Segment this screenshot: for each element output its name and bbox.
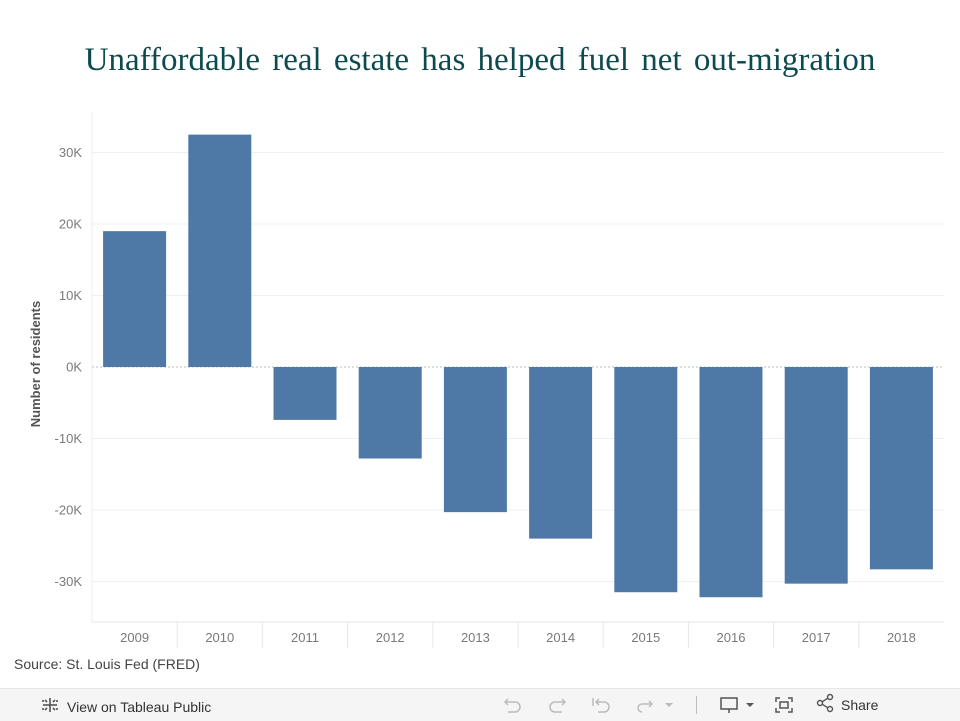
y-tick-label: -20K [55,503,83,518]
y-tick-label: 20K [59,217,82,232]
bar-2013[interactable] [443,367,507,513]
x-tick-label: 2013 [461,630,490,645]
source-note: Source: St. Louis Fed (FRED) [14,656,200,672]
download-icon[interactable] [717,694,757,716]
pause-dropdown-icon[interactable] [662,694,676,716]
bar-2016[interactable] [699,367,763,598]
refresh-icon[interactable] [632,694,658,716]
chart-title: Unaffordable real estate has helped fuel… [84,42,876,78]
y-tick-label: 0K [66,360,82,375]
toolbar-separator [696,695,697,714]
bar-2018[interactable] [869,367,933,570]
bar-2014[interactable] [529,367,593,539]
share-button[interactable]: Share [815,693,878,716]
y-tick-label: 30K [59,145,82,160]
x-tick-label: 2015 [631,630,660,645]
tableau-toolbar: View on Tableau Public Share [0,688,960,721]
fullscreen-icon[interactable] [771,694,797,716]
revert-icon[interactable] [588,694,614,716]
bar-2012[interactable] [358,367,422,459]
y-axis-label: Number of residents [28,301,43,427]
x-tick-label: 2018 [887,630,916,645]
x-tick-label: 2012 [376,630,405,645]
undo-icon[interactable] [500,694,526,716]
share-icon [815,693,835,716]
bar-2011[interactable] [273,367,337,420]
bar-2010[interactable] [188,134,252,367]
bar-chart: 2009 2010 2011 2012 2013 2014 2015 2016 2017 2018… [28,112,944,648]
x-tick-label: 2017 [802,630,831,645]
bar-2015[interactable] [614,367,678,593]
share-label: Share [841,696,879,713]
bars [103,134,933,598]
view-on-tableau-label: View on Tableau Public [67,698,212,715]
view-on-tableau-button[interactable]: View on Tableau Public [40,695,211,718]
y-tick-labels: 30K 20K 10K 0K -10K -20K -30K [55,145,83,589]
y-tick-label: -10K [55,431,83,446]
bar-2017[interactable] [784,367,848,584]
x-tick-label: 2011 [291,630,319,645]
y-tick-label: -30K [55,574,83,589]
y-tick-label: 10K [59,288,82,303]
axis [91,112,944,648]
x-tick-labels: 2009 2010 2011 2012 2013 2014 2015 2016 2017 2018 [120,630,916,645]
tableau-logo-icon [40,695,60,718]
x-tick-label: 2014 [546,630,575,645]
x-tick-label: 2010 [205,630,234,645]
x-tick-label: 2016 [717,630,746,645]
bar-2009[interactable] [103,231,167,367]
redo-icon[interactable] [544,694,570,716]
x-tick-label: 2009 [120,630,149,645]
